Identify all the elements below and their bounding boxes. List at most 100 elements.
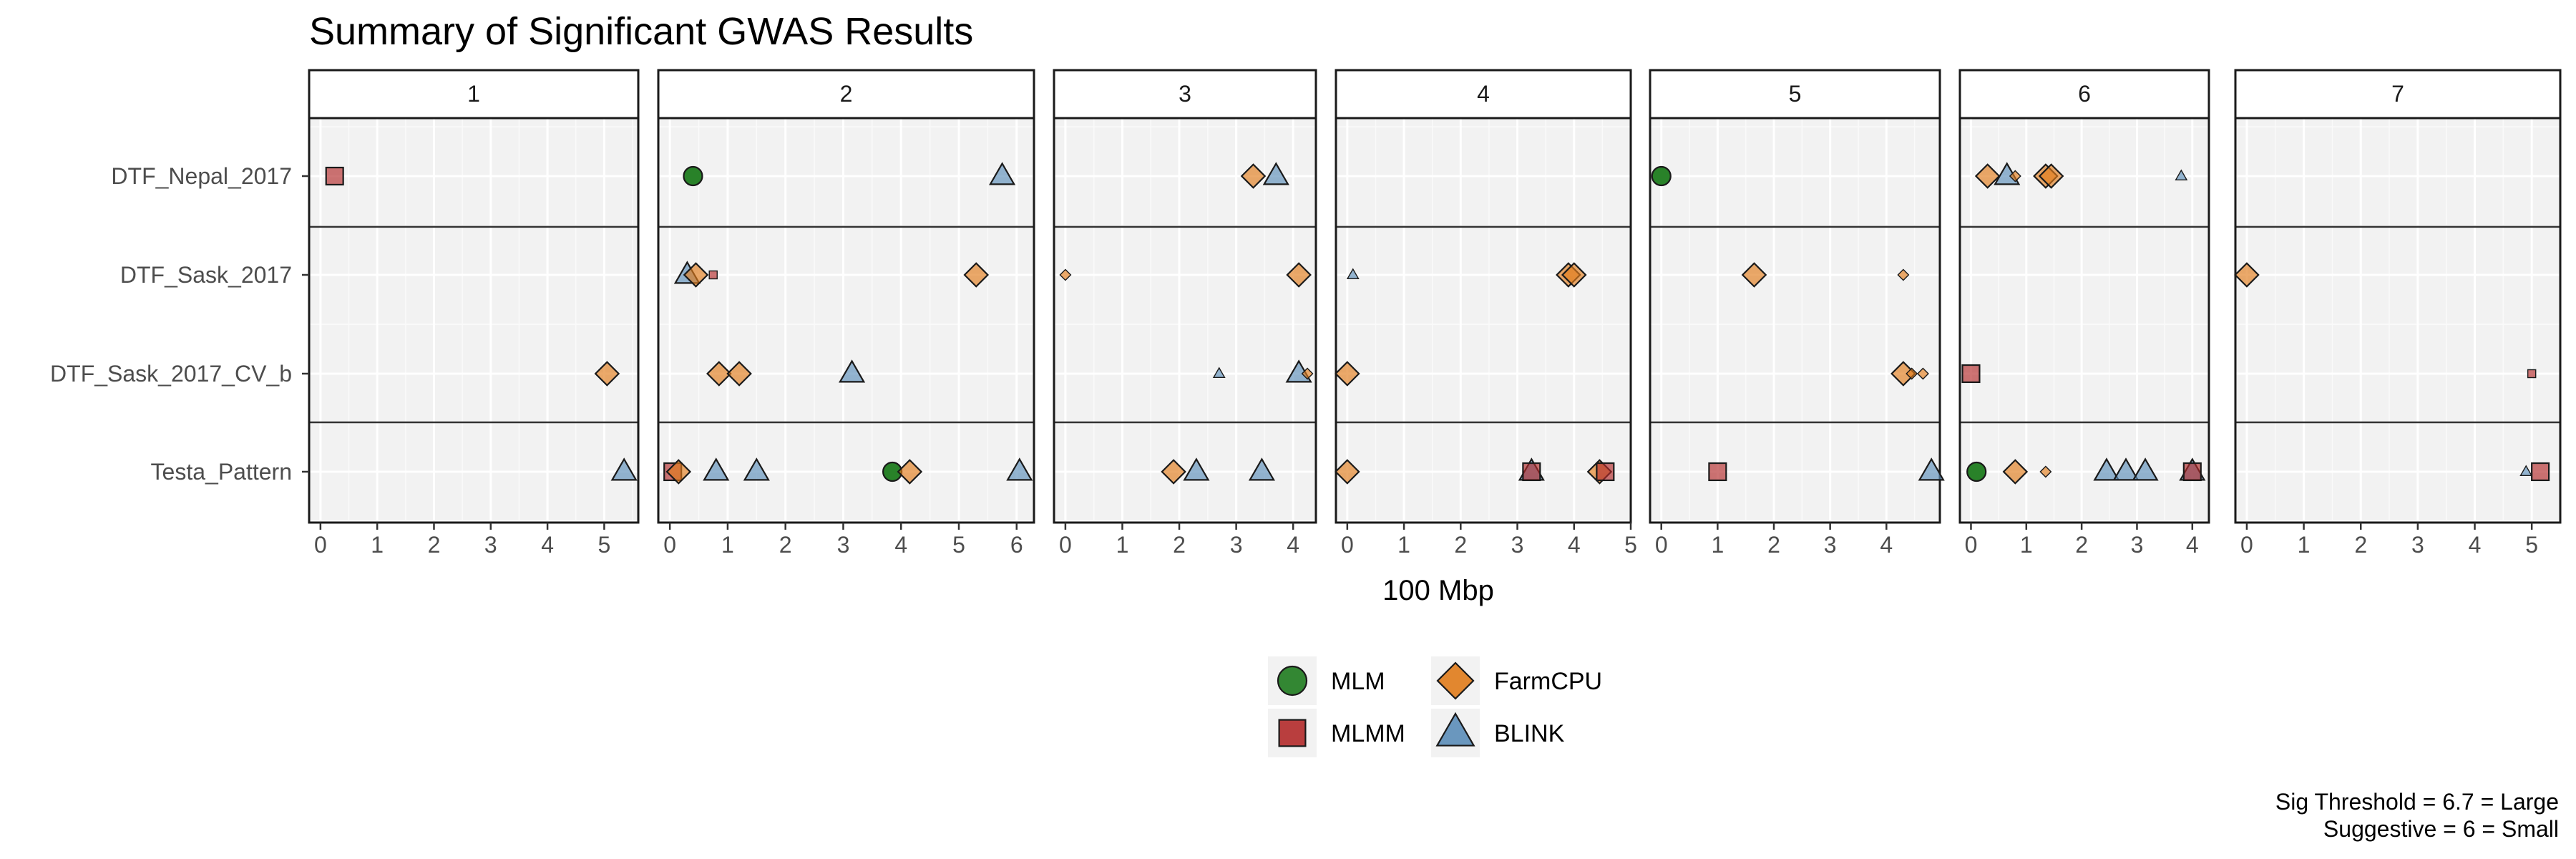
point-mlmm-marker bbox=[2182, 462, 2202, 482]
x-tick-label: 3 bbox=[2131, 532, 2144, 558]
legend-farmcpu-icon bbox=[1436, 661, 1475, 700]
point-farmcpu-marker bbox=[683, 262, 709, 288]
legend-blink-icon bbox=[1435, 712, 1475, 747]
point-farmcpu-marker bbox=[1161, 459, 1186, 485]
x-tick-label: 2 bbox=[1173, 532, 1186, 558]
panel-border bbox=[1335, 117, 1632, 524]
y-tick-label: DTF_Sask_2017 bbox=[120, 262, 292, 288]
x-tick-label: 4 bbox=[2186, 532, 2199, 558]
panel-background bbox=[1054, 118, 1316, 523]
facet-strip-label: 6 bbox=[2078, 81, 2091, 107]
facet-strip bbox=[657, 69, 1035, 120]
legend-item-blink: BLINK bbox=[1431, 709, 1565, 757]
points-chr-2 bbox=[663, 162, 1033, 485]
legend-label: BLINK bbox=[1494, 720, 1565, 747]
point-blink-marker bbox=[839, 359, 866, 383]
point-blink-marker bbox=[610, 457, 638, 481]
point-blink-marker bbox=[2093, 457, 2120, 481]
point-farmcpu-marker bbox=[706, 361, 732, 387]
x-tick-label: 1 bbox=[1116, 532, 1129, 558]
x-tick-label: 3 bbox=[484, 532, 497, 558]
point-blink-marker bbox=[1248, 457, 1275, 481]
facet-strip-label: 2 bbox=[840, 81, 853, 107]
points-chr-3 bbox=[1059, 162, 1314, 485]
point-blink-marker bbox=[1918, 457, 1945, 481]
point-blink-marker bbox=[1183, 457, 1210, 481]
point-farmcpu-marker bbox=[1335, 361, 1360, 387]
point-farmcpu-marker bbox=[2009, 170, 2021, 183]
facet-panels: 10 1 2 3 4 520 1 2 3 4 5 630 1 2 3 440 1 2 3 4 550 1 2 3 460 1 2 3 4… bbox=[308, 69, 2562, 558]
point-mlmm-marker bbox=[2531, 462, 2550, 482]
x-tick-label: 4 bbox=[894, 532, 907, 558]
point-farmcpu-marker bbox=[1335, 459, 1360, 485]
facet-panel-4: 4 0 1 2 3 4 5 bbox=[1335, 69, 1637, 558]
point-farmcpu-marker bbox=[2038, 163, 2064, 189]
panel-border bbox=[1053, 117, 1317, 524]
point-farmcpu-marker bbox=[963, 262, 990, 288]
panel-background bbox=[2235, 118, 2560, 523]
panel-background bbox=[1336, 118, 1631, 523]
facet-strip bbox=[1649, 69, 1941, 120]
x-tick-label: 1 bbox=[1711, 532, 1724, 558]
point-mlm-marker bbox=[683, 165, 703, 187]
x-tick-label: 0 bbox=[2240, 532, 2253, 558]
legend-label: MLM bbox=[1331, 668, 1385, 695]
point-mlmm-marker bbox=[1522, 462, 1541, 482]
point-mlm-marker bbox=[1966, 461, 1987, 482]
facet-strip-label: 5 bbox=[1789, 81, 1802, 107]
point-blink-marker bbox=[2112, 457, 2140, 481]
facet-panel-3: 3 0 1 2 3 4 bbox=[1053, 69, 1317, 558]
point-farmcpu-marker bbox=[1286, 262, 1312, 288]
legend-item-mlmm: MLMM bbox=[1268, 709, 1405, 757]
points-chr-6 bbox=[1961, 162, 2206, 485]
y-tick-label: DTF_Sask_2017_CV_b bbox=[50, 361, 292, 387]
point-mlmm-marker bbox=[1596, 462, 1615, 482]
x-tick-label: 4 bbox=[2469, 532, 2482, 558]
point-farmcpu-marker bbox=[2234, 262, 2260, 288]
x-tick-label: 0 bbox=[1655, 532, 1668, 558]
x-tick-label: 1 bbox=[1397, 532, 1410, 558]
point-mlmm-marker bbox=[2527, 369, 2537, 379]
x-tick-label: 0 bbox=[663, 532, 676, 558]
chart-title: Summary of Significant GWAS Results bbox=[309, 10, 973, 53]
facet-panel-2: 2 0 1 2 3 4 5 6 bbox=[657, 69, 1035, 558]
caption-line-2: Suggestive = 6 = Small bbox=[2323, 816, 2559, 842]
point-blink-marker bbox=[2519, 465, 2533, 476]
facet-panel-1: 1 0 1 2 3 4 5 bbox=[308, 69, 640, 558]
point-mlmm-marker bbox=[325, 166, 344, 186]
point-farmcpu-marker bbox=[1974, 163, 2001, 189]
y-tick-label: DTF_Nepal_2017 bbox=[111, 163, 292, 189]
panel-border bbox=[308, 117, 640, 524]
x-tick-label: 4 bbox=[1568, 532, 1581, 558]
point-farmcpu-marker bbox=[1741, 262, 1767, 288]
point-farmcpu-marker bbox=[1561, 262, 1587, 288]
x-tick-label: 3 bbox=[1824, 532, 1837, 558]
facet-panel-5: 5 0 1 2 3 4 bbox=[1649, 69, 1945, 558]
panel-background bbox=[1960, 118, 2209, 523]
x-tick-label: 2 bbox=[1454, 532, 1467, 558]
point-farmcpu-marker bbox=[726, 361, 752, 387]
legend: MLM MLMM FarmCPU BLINK bbox=[1268, 656, 1602, 757]
x-tick-label: 4 bbox=[1880, 532, 1893, 558]
facet-strip bbox=[308, 69, 640, 120]
x-tick-label: 1 bbox=[2298, 532, 2311, 558]
x-tick-label: 6 bbox=[1010, 532, 1023, 558]
panel-background bbox=[1650, 118, 1940, 523]
point-farmcpu-marker bbox=[1916, 367, 1929, 380]
facet-panel-7: 7 0 1 2 3 4 5 bbox=[2234, 69, 2562, 558]
point-blink-marker bbox=[989, 162, 1016, 185]
point-farmcpu-marker bbox=[897, 459, 923, 485]
x-tick-label: 5 bbox=[1624, 532, 1637, 558]
point-mlm-marker bbox=[1651, 165, 1672, 187]
legend-label: FarmCPU bbox=[1494, 668, 1602, 695]
x-tick-label: 0 bbox=[1059, 532, 1072, 558]
x-tick-label: 4 bbox=[541, 532, 554, 558]
point-blink-marker bbox=[1346, 268, 1360, 279]
x-tick-label: 3 bbox=[1230, 532, 1243, 558]
legend-item-mlm: MLM bbox=[1268, 656, 1385, 705]
x-tick-label: 0 bbox=[1965, 532, 1978, 558]
point-blink-marker bbox=[1006, 457, 1033, 481]
y-axis-labels: DTF_Nepal_2017 DTF_Sask_2017 DTF_Sask_2017… bbox=[50, 163, 309, 485]
x-tick-label: 2 bbox=[2354, 532, 2367, 558]
